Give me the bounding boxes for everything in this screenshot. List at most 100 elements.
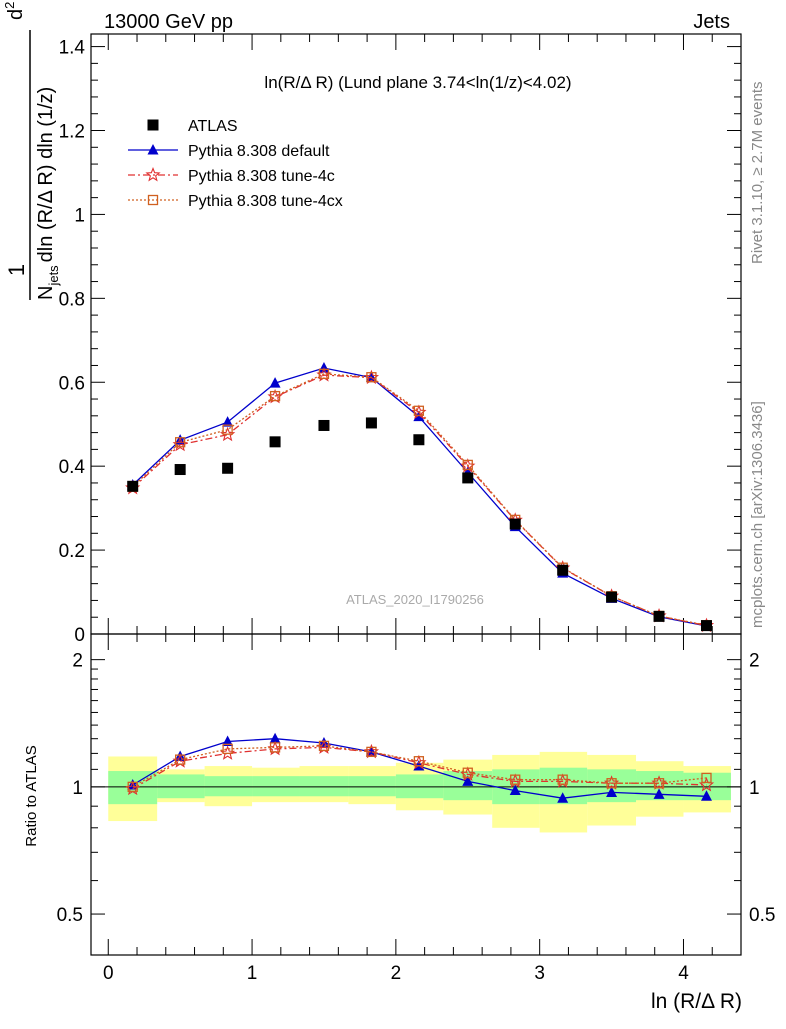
uncertainty-band-inner <box>157 774 205 799</box>
legend-entry: Pythia 8.308 tune-4cx <box>128 193 343 210</box>
ratio-y-tick-label-right: 1 <box>749 778 760 799</box>
uncertainty-band-inner <box>252 776 300 797</box>
y-tick-label: 0 <box>74 625 85 646</box>
legend: ATLAS Pythia 8.308 default Pythia 8.308 tu… <box>128 118 343 210</box>
data-point <box>462 459 473 471</box>
ylabel-njets-sub: jets <box>46 265 61 287</box>
data-point <box>175 437 186 448</box>
rivet-label: Rivet 3.1.10, ≥ 2.7M events <box>749 82 766 265</box>
ratio-point <box>462 775 474 786</box>
ratio-point <box>510 774 521 785</box>
data-point <box>127 480 139 492</box>
mcplots-label: mcplots.cern.ch [arXiv:1306.3436] <box>749 401 766 628</box>
series-0 <box>127 417 712 632</box>
ylabel-denominator: Njets dln (R/Δ R) dln (1/z) <box>35 87 61 300</box>
y-tick-label: 0.6 <box>59 373 85 394</box>
data-point <box>462 472 474 484</box>
legend-entry: ATLAS <box>147 118 238 135</box>
ratio-point <box>653 788 665 799</box>
data-point <box>413 434 425 446</box>
legend-label: Pythia 8.308 default <box>188 143 330 160</box>
data-point <box>318 419 330 431</box>
data-point <box>700 620 712 632</box>
ylabel-njets: N <box>35 286 57 300</box>
data-point <box>222 462 234 474</box>
legend-entry: Pythia 8.308 default <box>128 143 330 160</box>
ratio-y-tick-label-right: 0.5 <box>749 905 775 926</box>
ratio-point <box>606 778 617 789</box>
ratio-ylabel: Ratio to ATLAS <box>23 745 40 846</box>
data-point <box>509 518 521 530</box>
data-point <box>269 436 281 448</box>
x-tick-label: 4 <box>678 963 689 984</box>
x-tick-label: 3 <box>534 963 545 984</box>
ratio-point <box>318 740 330 752</box>
data-point <box>366 372 377 383</box>
ylabel-d2: d <box>5 9 27 20</box>
ratio-point <box>557 774 568 785</box>
category-label: Jets <box>693 11 730 33</box>
data-point <box>222 416 234 427</box>
ratio-point <box>175 754 186 765</box>
legend-label: ATLAS <box>188 118 238 135</box>
ratio-series-2 <box>127 740 712 792</box>
ratio-point <box>701 772 712 784</box>
main-panel: 0 0.2 0.4 0.6 0.8 1 1.2 1.4 <box>59 33 742 646</box>
ratio-point <box>557 792 569 803</box>
series-line <box>132 374 707 627</box>
y-tick-label: 0.2 <box>59 541 85 562</box>
ratio-y-tick-label-left: 0.5 <box>57 905 83 926</box>
ratio-point <box>462 767 473 778</box>
ylabel-dln: dln (R/Δ R) dln (1/z) <box>35 87 57 263</box>
y-tick-label: 1 <box>74 205 85 226</box>
legend-marker <box>147 119 159 131</box>
x-tick-label: 0 <box>103 963 114 984</box>
uncertainty-band-inner <box>395 774 444 799</box>
main-ylabel: 1 d2Nemissions Njets dln (R/Δ R) dln (1/z… <box>2 0 61 300</box>
ratio-point <box>606 786 618 797</box>
ratio-y-tick-label-left: 2 <box>72 651 83 672</box>
data-point <box>174 464 186 476</box>
ratio-line <box>132 746 707 790</box>
ratio-point <box>222 743 233 755</box>
uncertainty-band-inner <box>348 776 396 797</box>
ratio-point <box>366 746 377 758</box>
data-point <box>653 610 665 622</box>
ratio-point <box>413 756 425 767</box>
y-tick-label: 0.4 <box>59 457 86 478</box>
y-tick-label: 1.2 <box>59 122 85 143</box>
ratio-frame <box>90 633 742 956</box>
legend-marker <box>145 166 161 182</box>
ylabel-d2-sup: 2 <box>2 2 17 9</box>
ratio-point <box>269 742 281 753</box>
ratio-point <box>269 732 281 744</box>
x-tick-label: 1 <box>247 963 258 984</box>
ratio-point <box>509 784 521 796</box>
legend-entry: Pythia 8.308 tune-4c <box>128 166 335 185</box>
ratio-point <box>127 781 138 792</box>
legend-marker <box>147 194 159 206</box>
y-tick-label: 1.4 <box>59 38 86 59</box>
ylabel-one: 1 <box>4 264 29 276</box>
legend-marker <box>147 144 159 155</box>
ratio-panel: 0.5 0.5 1 1 2 2 0 1 2 3 4 <box>57 633 775 984</box>
ratio-y-tick-label-left: 1 <box>72 778 83 799</box>
x-tick-label: 2 <box>391 963 402 984</box>
legend-label: Pythia 8.308 tune-4c <box>188 168 335 185</box>
series-1 <box>127 361 712 631</box>
data-point <box>365 417 377 429</box>
data-point <box>557 564 569 576</box>
data-point <box>318 368 330 380</box>
watermark-label: ATLAS_2020_I1790256 <box>346 592 484 607</box>
ratio-y-tick-label-right: 2 <box>749 651 760 672</box>
data-point <box>413 405 425 416</box>
main-title: ln(R/Δ R) (Lund plane 3.74<ln(1/z)<4.02) <box>264 73 571 92</box>
data-point <box>269 390 281 402</box>
ratio-point <box>700 790 712 801</box>
ratio-point <box>222 735 234 747</box>
data-point <box>269 377 281 388</box>
y-tick-label: 0.8 <box>59 289 85 310</box>
ylabel-numerator: d2Nemissions <box>2 0 31 20</box>
